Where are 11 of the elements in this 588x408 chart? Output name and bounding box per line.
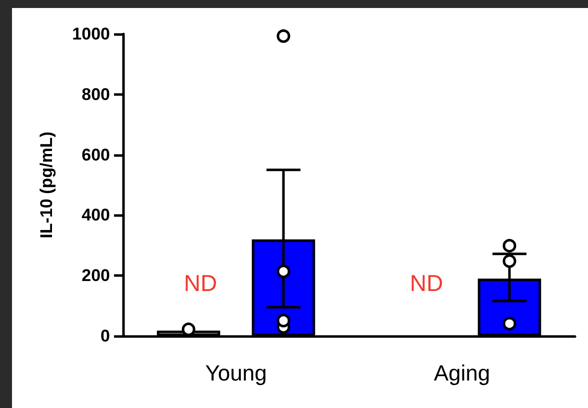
x-tick-label: Young	[205, 360, 267, 386]
y-tick-label: 1000	[72, 24, 110, 44]
y-tick-label: 600	[82, 145, 110, 164]
y-tick-label: 400	[82, 206, 110, 225]
y-tick-label: 0	[100, 326, 110, 346]
annotation: ND	[410, 270, 444, 296]
y-axis-title: IL-10 (pg/mL)	[37, 132, 56, 238]
annotation: ND	[184, 270, 218, 296]
y-tick-label: 800	[82, 84, 110, 104]
x-tick-label: Aging	[434, 360, 490, 386]
y-tick-label: 200	[82, 266, 110, 286]
